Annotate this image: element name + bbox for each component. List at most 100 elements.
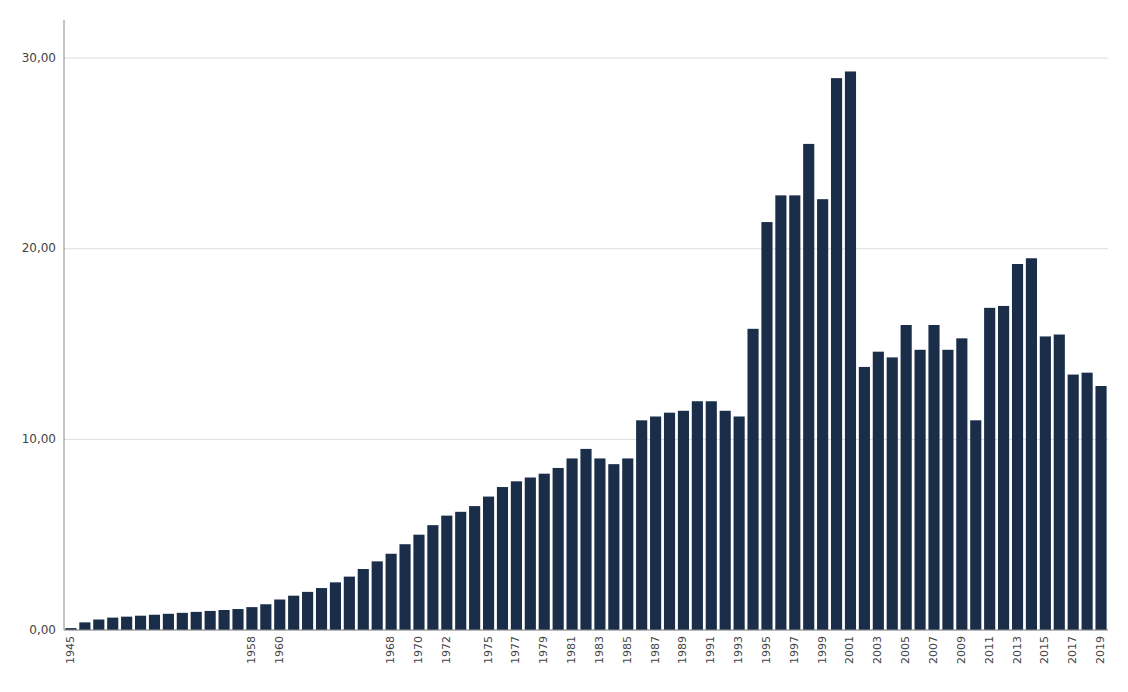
- bar: [720, 411, 731, 630]
- bar: [93, 620, 104, 630]
- bar: [1082, 373, 1093, 630]
- bar: [1054, 335, 1065, 630]
- x-tick-label: 1989: [676, 636, 689, 664]
- bar: [970, 420, 981, 630]
- bar: [789, 195, 800, 630]
- y-axis-line: [64, 20, 65, 630]
- bar: [845, 71, 856, 630]
- bar: [1026, 258, 1037, 630]
- bar: [1068, 375, 1079, 630]
- bar: [887, 357, 898, 630]
- bar: [664, 413, 675, 630]
- bar: [232, 609, 243, 630]
- bar: [511, 481, 522, 630]
- x-tick-label: 2019: [1094, 636, 1107, 664]
- bar: [330, 582, 341, 630]
- bar: [998, 306, 1009, 630]
- y-tick-labels: 0,00 10,00 20,00 30,00: [22, 51, 56, 637]
- x-tick-label: 1979: [537, 636, 550, 664]
- bar: [358, 569, 369, 630]
- x-tick-label: 1987: [649, 636, 662, 664]
- bar: [260, 604, 271, 630]
- bar: [469, 506, 480, 630]
- bar: [399, 544, 410, 630]
- x-tick-label: 1999: [816, 636, 829, 664]
- bar: [831, 78, 842, 630]
- bar: [386, 554, 397, 630]
- x-tick-label: 2005: [899, 636, 912, 664]
- x-tick-label: 1958: [245, 636, 258, 664]
- x-tick-label: 1968: [384, 636, 397, 664]
- bar: [427, 525, 438, 630]
- x-tick-label: 2001: [843, 636, 856, 664]
- y-tick-label: 0,00: [29, 623, 56, 637]
- bar: [483, 497, 494, 630]
- x-tick-label: 1975: [482, 636, 495, 664]
- bar: [553, 468, 564, 630]
- bar: [873, 352, 884, 630]
- bar: [219, 610, 230, 630]
- bar: [594, 458, 605, 630]
- bar: [191, 612, 202, 630]
- bar: [678, 411, 689, 630]
- bar: [288, 596, 299, 630]
- bar: [567, 458, 578, 630]
- bar: [525, 478, 536, 631]
- bar: [650, 417, 661, 631]
- bar: [622, 458, 633, 630]
- x-tick-label: 1985: [621, 636, 634, 664]
- y-tick-label: 20,00: [22, 241, 56, 255]
- bar: [761, 222, 772, 630]
- bar: [747, 329, 758, 630]
- chart-container: 0,00 10,00 20,00 30,00 1945 1958 1960 1968 1970 1…: [0, 0, 1128, 692]
- bar: [344, 577, 355, 630]
- bar: [859, 367, 870, 630]
- bar: [580, 449, 591, 630]
- bar: [413, 535, 424, 630]
- grid-line: [64, 248, 1108, 249]
- x-tick-label: 1972: [440, 636, 453, 664]
- bar: [121, 617, 132, 630]
- bar: [246, 607, 257, 630]
- bar: [803, 144, 814, 630]
- bar: [1040, 336, 1051, 630]
- bar: [817, 199, 828, 630]
- grid-line: [64, 630, 1108, 631]
- x-tick-label: 2013: [1011, 636, 1024, 664]
- x-tick-label: 1945: [64, 636, 77, 664]
- bar: [734, 417, 745, 631]
- x-tick-labels: 1945195819601968197019721975197719791981…: [64, 636, 1107, 664]
- bar: [775, 195, 786, 630]
- bars: [65, 71, 1106, 630]
- bar: [901, 325, 912, 630]
- y-tick-label: 30,00: [22, 51, 56, 65]
- bar: [441, 516, 452, 630]
- bar: [316, 588, 327, 630]
- bar: [636, 420, 647, 630]
- x-tick-label: 2015: [1038, 636, 1051, 664]
- x-tick-label: 1995: [760, 636, 773, 664]
- y-tick-label: 10,00: [22, 432, 56, 446]
- grid-line: [64, 58, 1108, 59]
- bar: [79, 622, 90, 630]
- bar: [928, 325, 939, 630]
- bar: [372, 561, 383, 630]
- x-tick-label: 1970: [412, 636, 425, 664]
- x-axis-line: [64, 630, 1108, 631]
- x-tick-label: 1993: [732, 636, 745, 664]
- bar: [205, 611, 216, 630]
- bar: [455, 512, 466, 630]
- bar: [107, 618, 118, 630]
- x-tick-label: 2003: [871, 636, 884, 664]
- x-tick-label: 1960: [273, 636, 286, 664]
- bar: [1095, 386, 1106, 630]
- bar: [692, 401, 703, 630]
- bar: [163, 614, 174, 630]
- bar: [539, 474, 550, 630]
- x-tick-label: 1983: [593, 636, 606, 664]
- x-tick-label: 2011: [983, 636, 996, 664]
- bar: [942, 350, 953, 630]
- bar: [984, 308, 995, 630]
- x-tick-label: 1991: [704, 636, 717, 664]
- bar: [1012, 264, 1023, 630]
